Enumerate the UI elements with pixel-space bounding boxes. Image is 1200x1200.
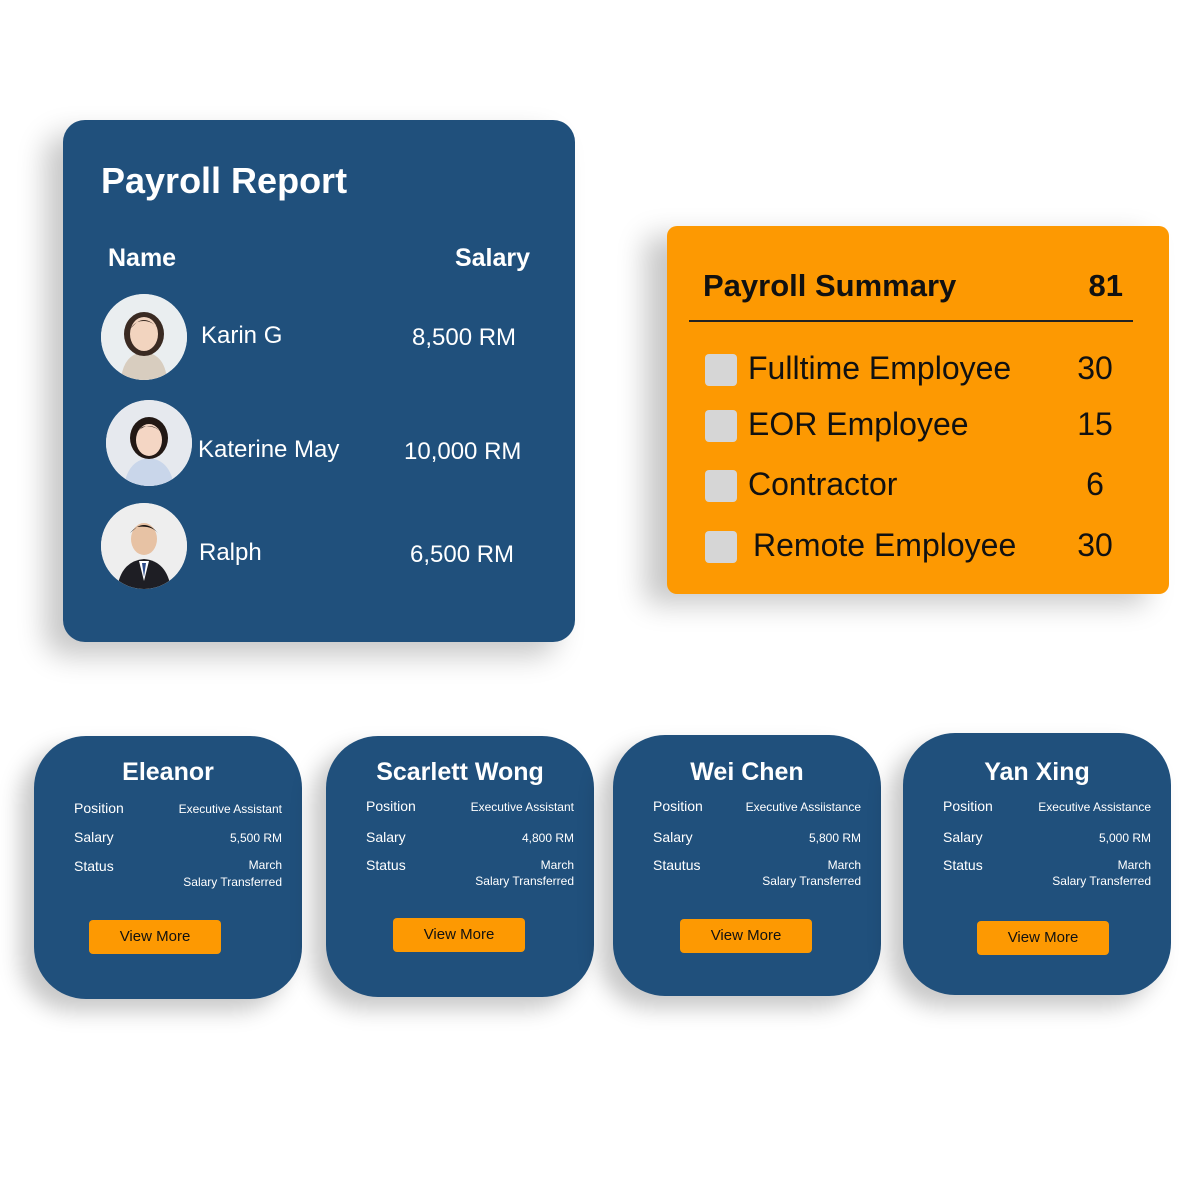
summary-divider [689, 320, 1133, 322]
summary-item-label: Contractor [748, 466, 898, 502]
female-avatar [101, 294, 187, 380]
payroll-summary-card: Payroll Summary 81 Fulltime Employee 30 … [667, 226, 1169, 594]
name-column-header: Name [108, 244, 177, 272]
view-more-button[interactable]: View More [680, 919, 812, 953]
eor-checkbox[interactable] [705, 410, 737, 442]
payroll-report-card: Payroll Report Name Salary Karin G 8,500… [63, 120, 575, 642]
payroll-summary-title: Payroll Summary [703, 268, 957, 303]
status-month: March [827, 858, 861, 872]
payroll-summary-total: 81 [1088, 268, 1123, 303]
status-value: Salary Transferred [1052, 874, 1151, 888]
status-month: March [540, 858, 574, 872]
view-more-button[interactable]: View More [89, 920, 221, 954]
view-more-button[interactable]: View More [977, 921, 1109, 955]
employee-name: Karin G [201, 322, 283, 349]
summary-item-contractor: Contractor 6 [705, 466, 1125, 506]
status-label: Stautus [653, 857, 701, 873]
status-month: March [248, 858, 282, 872]
status-value: Salary Transferred [183, 875, 282, 889]
status-label: Status [366, 857, 406, 873]
employee-card-scarlett-wong: Scarlett Wong Position Executive Assista… [326, 736, 594, 997]
salary-value: 5,000 RM [1098, 831, 1151, 845]
card-employee-name: Yan Xing [984, 758, 1090, 786]
female-avatar [106, 400, 192, 486]
summary-item-label: Fulltime Employee [748, 350, 1012, 386]
status-value: Salary Transferred [475, 874, 574, 888]
position-label: Position [366, 798, 416, 814]
salary-label: Salary [943, 829, 983, 845]
position-value: Executive Assiistance [745, 800, 861, 814]
salary-label: Salary [74, 829, 114, 845]
employee-row[interactable]: Ralph 6,500 RM [63, 503, 575, 595]
employee-salary: 10,000 RM [404, 438, 522, 465]
employee-card-wei-chen: Wei Chen Position Executive Assiistance … [613, 735, 881, 996]
employee-row[interactable]: Karin G 8,500 RM [63, 294, 575, 386]
summary-item-eor: EOR Employee 15 [705, 406, 1125, 446]
salary-value: 5,500 RM [229, 831, 282, 845]
card-employee-name: Wei Chen [690, 758, 804, 786]
position-value: Executive Assistance [1038, 800, 1151, 814]
card-employee-name: Scarlett Wong [376, 758, 544, 786]
employee-name: Katerine May [198, 436, 340, 463]
summary-item-count: 30 [1077, 350, 1113, 386]
male-avatar [101, 503, 187, 589]
position-label: Position [653, 798, 703, 814]
view-more-button[interactable]: View More [393, 918, 525, 952]
employee-card-eleanor: Eleanor Position Executive Assistant Sal… [34, 736, 302, 999]
salary-column-header: Salary [454, 244, 530, 272]
salary-label: Salary [653, 829, 693, 845]
employee-salary: 8,500 RM [412, 324, 517, 351]
remote-checkbox[interactable] [705, 531, 737, 563]
position-value: Executive Assistant [470, 800, 574, 814]
fulltime-checkbox[interactable] [705, 354, 737, 386]
status-label: Status [74, 858, 114, 874]
position-label: Position [943, 798, 993, 814]
position-label: Position [74, 800, 124, 816]
employee-row[interactable]: Katerine May 10,000 RM [63, 400, 575, 492]
summary-item-count: 6 [1086, 466, 1104, 502]
payroll-report-title: Payroll Report [101, 160, 348, 201]
card-employee-name: Eleanor [122, 758, 214, 786]
salary-value: 5,800 RM [808, 831, 861, 845]
status-value: Salary Transferred [762, 874, 861, 888]
summary-item-label: EOR Employee [748, 406, 969, 442]
contractor-checkbox[interactable] [705, 470, 737, 502]
summary-item-count: 15 [1077, 406, 1113, 442]
status-month: March [1117, 858, 1151, 872]
employee-salary: 6,500 RM [410, 541, 515, 568]
summary-item-count: 30 [1077, 527, 1113, 563]
salary-label: Salary [366, 829, 406, 845]
summary-item-label: Remote Employee [753, 527, 1017, 563]
salary-value: 4,800 RM [521, 831, 574, 845]
status-label: Status [943, 857, 983, 873]
summary-item-fulltime: Fulltime Employee 30 [705, 350, 1125, 390]
employee-card-yan-xing: Yan Xing Position Executive Assistance S… [903, 733, 1171, 995]
employee-name: Ralph [199, 539, 262, 566]
summary-item-remote: Remote Employee 30 [705, 527, 1125, 567]
position-value: Executive Assistant [178, 802, 282, 816]
